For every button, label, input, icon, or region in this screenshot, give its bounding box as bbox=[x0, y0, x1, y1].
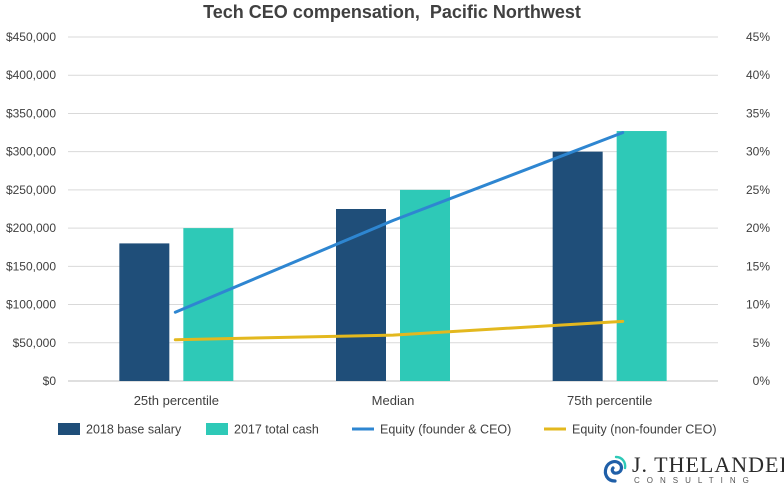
swirl-logo-icon bbox=[603, 455, 627, 483]
right-axis-tick-label: 15% bbox=[746, 259, 770, 273]
right-axis-tick-label: 0% bbox=[753, 374, 771, 388]
legend-entry: 2018 base salary bbox=[86, 423, 182, 437]
left-axis-tick-label: $250,000 bbox=[6, 183, 56, 197]
category-label: 75th percentile bbox=[567, 393, 652, 408]
logo-subtitle: CONSULTING bbox=[634, 476, 756, 485]
legend-swatch bbox=[206, 423, 228, 435]
logo-name: J. THELANDER bbox=[632, 452, 784, 477]
right-axis-tick-label: 40% bbox=[746, 68, 770, 82]
category-label: Median bbox=[372, 393, 415, 408]
left-axis-tick-label: $100,000 bbox=[6, 298, 56, 312]
line-equity-non-founder-ceo- bbox=[173, 319, 625, 342]
bar-2018-base-salary bbox=[552, 151, 603, 381]
right-axis-tick-label: 30% bbox=[746, 145, 770, 159]
right-axis-tick-label: 45% bbox=[746, 30, 770, 44]
left-axis-tick-label: $0 bbox=[43, 374, 57, 388]
bar-2018-base-salary bbox=[119, 243, 170, 381]
left-axis-tick-label: $400,000 bbox=[6, 68, 56, 82]
left-axis-tick-label: $50,000 bbox=[13, 336, 57, 350]
chart-area: $0 0% $50,000 5% $100,000 10% $150,000 15% $200,… bbox=[6, 30, 771, 437]
left-axis-tick-label: $200,000 bbox=[6, 221, 56, 235]
left-axis-tick-label: $150,000 bbox=[6, 259, 56, 273]
bar-2018-base-salary bbox=[336, 209, 386, 381]
right-axis-tick-label: 20% bbox=[746, 221, 770, 235]
legend-entry: 2017 total cash bbox=[234, 423, 319, 437]
legend-swatch bbox=[58, 423, 80, 435]
left-axis-tick-label: $350,000 bbox=[6, 106, 56, 120]
left-axis-tick-label: $300,000 bbox=[6, 145, 56, 159]
bar-2017-total-cash bbox=[400, 189, 450, 381]
category-label: 25th percentile bbox=[134, 393, 219, 408]
line-equity-founder-ceo- bbox=[173, 131, 625, 314]
right-axis-tick-label: 5% bbox=[753, 336, 771, 350]
right-axis-tick-label: 35% bbox=[746, 106, 770, 120]
company-logo: J. THELANDER CONSULTING bbox=[600, 452, 784, 488]
legend-entry: Equity (founder & CEO) bbox=[380, 423, 511, 437]
right-axis-tick-label: 25% bbox=[746, 183, 770, 197]
bar-2017-total-cash bbox=[616, 131, 667, 381]
right-axis-tick-label: 10% bbox=[746, 298, 770, 312]
left-axis-tick-label: $450,000 bbox=[6, 30, 56, 44]
legend-entry: Equity (non-founder CEO) bbox=[572, 423, 717, 437]
chart-title: Tech CEO compensation, Pacific Northwest bbox=[203, 2, 581, 22]
